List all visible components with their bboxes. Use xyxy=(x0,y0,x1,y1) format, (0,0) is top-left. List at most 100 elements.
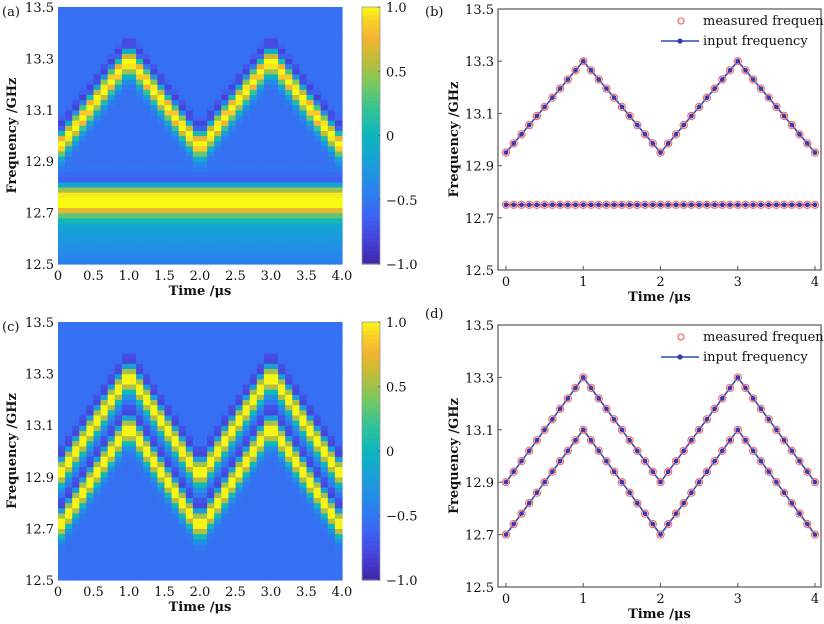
heatmap-cell xyxy=(256,84,265,90)
heatmap-cell xyxy=(299,347,308,354)
heatmap-cell xyxy=(143,37,151,44)
input-frequency-point xyxy=(557,202,563,208)
heatmap-cell xyxy=(256,89,265,95)
measured-frequency-point xyxy=(609,415,619,424)
heatmap-cell xyxy=(285,554,293,560)
colorbar-segment xyxy=(362,575,380,581)
heatmap-cell xyxy=(121,89,130,95)
heatmap-cell xyxy=(249,161,258,167)
heatmap-cell xyxy=(157,217,166,224)
heatmap-cell xyxy=(249,12,258,18)
heatmap-cell xyxy=(164,404,173,411)
heatmap-cell xyxy=(164,181,173,188)
input-frequency-point xyxy=(642,511,648,516)
heatmap-cell xyxy=(320,528,329,535)
heatmap-cell xyxy=(143,258,151,265)
heatmap-cell xyxy=(164,217,173,224)
heatmap-cell xyxy=(129,327,137,333)
colorbar-tick-label: 0.5 xyxy=(386,65,407,80)
heatmap-cell xyxy=(136,476,144,483)
heatmap-cell xyxy=(72,487,80,493)
heatmap-cell xyxy=(228,342,237,349)
heatmap-cell xyxy=(228,528,237,535)
heatmap-cell xyxy=(58,140,66,147)
heatmap-cell xyxy=(178,445,187,452)
heatmap-cell xyxy=(327,327,336,333)
heatmap-cell xyxy=(221,150,229,157)
heatmap-cell xyxy=(263,363,272,370)
heatmap-cell xyxy=(150,430,158,437)
heatmap-cell xyxy=(171,497,180,504)
heatmap-cell xyxy=(320,135,329,142)
heatmap-cell xyxy=(114,42,123,49)
heatmap-cell xyxy=(100,389,109,395)
heatmap-cell xyxy=(278,327,286,333)
heatmap-cell xyxy=(136,471,144,478)
heatmap-cell xyxy=(178,492,187,499)
heatmap-cell xyxy=(164,445,173,452)
heatmap-cell xyxy=(214,37,222,44)
heatmap-cell xyxy=(278,394,286,400)
heatmap-cell xyxy=(228,42,237,49)
heatmap-cell xyxy=(235,451,244,457)
heatmap-cell xyxy=(228,461,237,468)
heatmap-cell xyxy=(278,27,286,34)
heatmap-cell xyxy=(107,114,116,121)
heatmap-cell xyxy=(65,150,73,157)
heatmap-cell xyxy=(235,518,244,524)
heatmap-cell xyxy=(228,161,237,167)
heatmap-cell xyxy=(249,166,258,173)
heatmap-cell xyxy=(306,109,315,116)
heatmap-cell xyxy=(207,104,215,111)
heatmap-cell xyxy=(320,564,329,571)
heatmap-cell xyxy=(72,99,80,106)
heatmap-cell xyxy=(185,352,194,359)
heatmap-cell xyxy=(292,440,300,447)
heatmap-cell xyxy=(228,523,237,529)
heatmap-cell xyxy=(249,114,258,121)
heatmap-cell xyxy=(192,248,201,255)
heatmap-cell xyxy=(100,394,109,400)
heatmap-cell xyxy=(185,104,194,111)
heatmap-cell xyxy=(150,84,158,90)
heatmap-cell xyxy=(72,156,80,162)
heatmap-cell xyxy=(185,150,194,157)
heatmap-cell xyxy=(107,471,116,478)
heatmap-cell xyxy=(93,404,102,411)
heatmap-cell xyxy=(86,181,95,188)
heatmap-cell xyxy=(249,507,258,514)
heatmap-cell xyxy=(228,233,237,239)
heatmap-cell xyxy=(100,53,109,59)
heatmap-cell xyxy=(299,435,308,442)
heatmap-cell xyxy=(221,120,229,126)
heatmap-cell xyxy=(235,48,244,54)
heatmap-cell xyxy=(313,507,322,514)
input-frequency-point xyxy=(774,202,779,208)
heatmap-cell xyxy=(93,202,102,209)
heatmap-cell xyxy=(129,445,137,452)
heatmap-cell xyxy=(107,145,116,152)
heatmap-cell xyxy=(334,135,343,142)
colorbar-segment xyxy=(362,425,380,431)
heatmap-cell xyxy=(157,12,166,18)
heatmap-cell xyxy=(306,217,315,224)
heatmap-cell xyxy=(143,399,151,406)
heatmap-cell xyxy=(235,368,244,375)
heatmap-cell xyxy=(129,53,137,59)
heatmap-cell xyxy=(278,228,286,234)
heatmap-cell xyxy=(114,414,123,421)
heatmap-cell xyxy=(143,383,151,390)
measured-frequency-point xyxy=(656,148,665,157)
heatmap-cell xyxy=(249,445,258,452)
heatmap-cell xyxy=(263,217,272,224)
heatmap-cell xyxy=(313,27,322,34)
heatmap-cell xyxy=(143,337,151,344)
heatmap-cell xyxy=(86,192,95,198)
heatmap-cell xyxy=(136,161,144,167)
measured-frequency-point xyxy=(579,425,588,434)
heatmap-cell xyxy=(327,347,336,354)
heatmap-cell xyxy=(214,569,222,576)
heatmap-cell xyxy=(164,363,173,370)
heatmap-cell xyxy=(299,109,308,116)
heatmap-cell xyxy=(306,378,315,385)
